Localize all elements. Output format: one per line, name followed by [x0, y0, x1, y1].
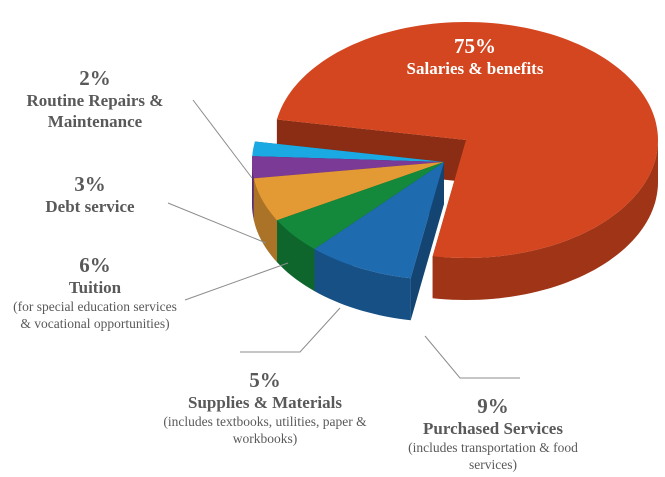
slice — [253, 162, 444, 221]
slice-label: 2% Routine Repairs & Maintenance — [10, 66, 180, 132]
slice-shade — [277, 220, 315, 292]
value-label: 3% — [74, 172, 106, 196]
slice-wall — [253, 178, 278, 263]
leader-line — [424, 335, 520, 379]
category-note: (includes textbooks, utilities, paper & … — [163, 414, 367, 446]
slice-label: 9% Purchased Services (includes transporta… — [403, 394, 583, 473]
leader-line — [192, 99, 253, 179]
category-label: Supplies & Materials — [188, 393, 342, 412]
category-label: Debt service — [45, 197, 135, 216]
slice-wall — [314, 249, 411, 321]
category-label: Purchased Services — [423, 419, 563, 438]
category-label: Routine Repairs & Maintenance — [26, 91, 164, 131]
slice-label: 6% Tuition (for special education services… — [10, 253, 180, 332]
slice-wall — [432, 140, 658, 300]
category-note: (for special education services & vocati… — [13, 299, 177, 331]
leader-line — [167, 202, 267, 244]
value-label: 9% — [477, 394, 509, 418]
slice — [276, 22, 658, 258]
slice-label: 75% Salaries & benefits — [375, 34, 575, 79]
slice — [252, 141, 444, 162]
category-note: (includes transportation & food services… — [408, 440, 578, 472]
slice-shade — [253, 178, 278, 263]
slice-shade — [314, 249, 411, 321]
leader-line — [240, 307, 341, 353]
slice-wall — [252, 162, 254, 221]
value-label: 5% — [249, 368, 281, 392]
slice-label: 5% Supplies & Materials (includes textbook… — [160, 368, 370, 447]
slice-shade — [252, 162, 254, 221]
slice — [277, 162, 444, 250]
slice-wall — [277, 220, 315, 292]
value-label: 75% — [454, 34, 496, 58]
value-label: 2% — [79, 66, 111, 90]
slice-shade — [432, 140, 658, 300]
leader-line — [184, 262, 289, 301]
value-label: 6% — [79, 253, 111, 277]
slice — [314, 162, 444, 279]
slice — [252, 156, 444, 179]
category-label: Tuition — [68, 278, 122, 297]
category-label: Salaries & benefits — [406, 59, 544, 78]
slice-label: 3% Debt service — [15, 172, 165, 217]
